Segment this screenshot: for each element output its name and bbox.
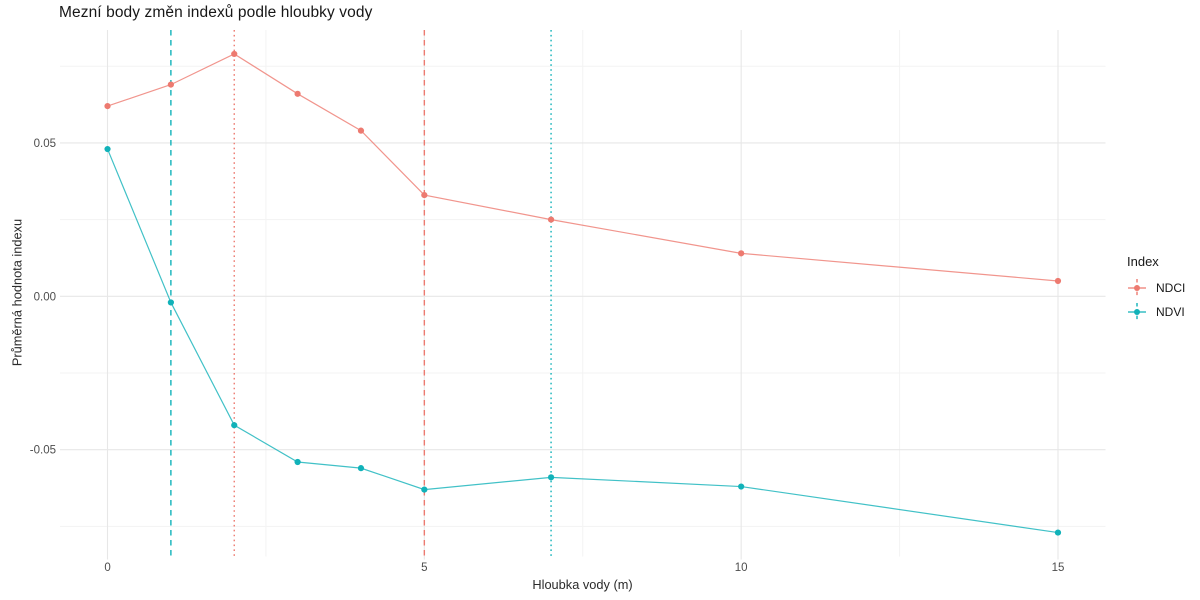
- data-point-ndci: [547, 216, 555, 223]
- x-tick-label: 5: [421, 562, 427, 574]
- data-point-ndci: [231, 50, 238, 58]
- data-point-ndvi: [104, 145, 111, 153]
- data-point-ndvi: [1054, 529, 1062, 536]
- legend-title: Index: [1127, 254, 1159, 269]
- x-tick-label: 15: [1052, 562, 1065, 574]
- x-tick-label: 0: [104, 562, 110, 574]
- x-tick-label: 10: [735, 562, 748, 574]
- legend-entry-ndci: NDCI: [1121, 276, 1185, 300]
- legend-entry-label: NDCI: [1156, 281, 1186, 295]
- y-tick-label: 0.00: [34, 291, 56, 303]
- data-point-ndvi: [294, 458, 301, 466]
- legend-key-icon: [1128, 279, 1146, 297]
- y-axis-title: Průměrná hodnota indexu: [9, 218, 25, 367]
- data-point-ndvi: [167, 299, 174, 306]
- data-point-ndci: [357, 127, 365, 134]
- data-point-ndvi: [547, 474, 555, 481]
- x-axis-title: Hloubka vody (m): [532, 577, 633, 592]
- legend-entries: NDCI NDVI: [1121, 276, 1185, 324]
- legend-entry-label: NDVI: [1156, 305, 1185, 319]
- data-point-ndci: [294, 90, 301, 97]
- legend: Index NDCI NDVI: [1121, 254, 1185, 324]
- legend-entry-ndvi: NDVI: [1121, 300, 1185, 324]
- data-point-ndvi: [738, 483, 745, 490]
- data-point-ndci: [421, 191, 428, 199]
- data-point-ndci: [167, 81, 174, 88]
- y-tick-label: 0.05: [34, 138, 56, 150]
- data-point-ndci: [738, 250, 745, 257]
- data-point-ndci: [104, 102, 111, 110]
- legend-key-icon: [1128, 303, 1146, 321]
- y-tick-label: -0.05: [30, 445, 56, 457]
- data-point-ndvi: [421, 486, 428, 493]
- data-point-ndvi: [357, 465, 365, 472]
- chart-title: Mezní body změn indexů podle hloubky vod…: [59, 4, 373, 21]
- data-point-ndci: [1054, 277, 1062, 285]
- data-point-ndvi: [231, 422, 238, 429]
